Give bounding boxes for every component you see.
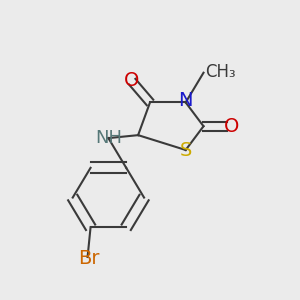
Text: O: O [124,71,139,90]
Text: NH: NH [95,129,122,147]
Text: N: N [178,92,193,110]
Text: Br: Br [78,249,100,268]
Text: O: O [224,117,239,136]
Text: S: S [180,141,192,160]
Text: CH₃: CH₃ [205,63,236,81]
